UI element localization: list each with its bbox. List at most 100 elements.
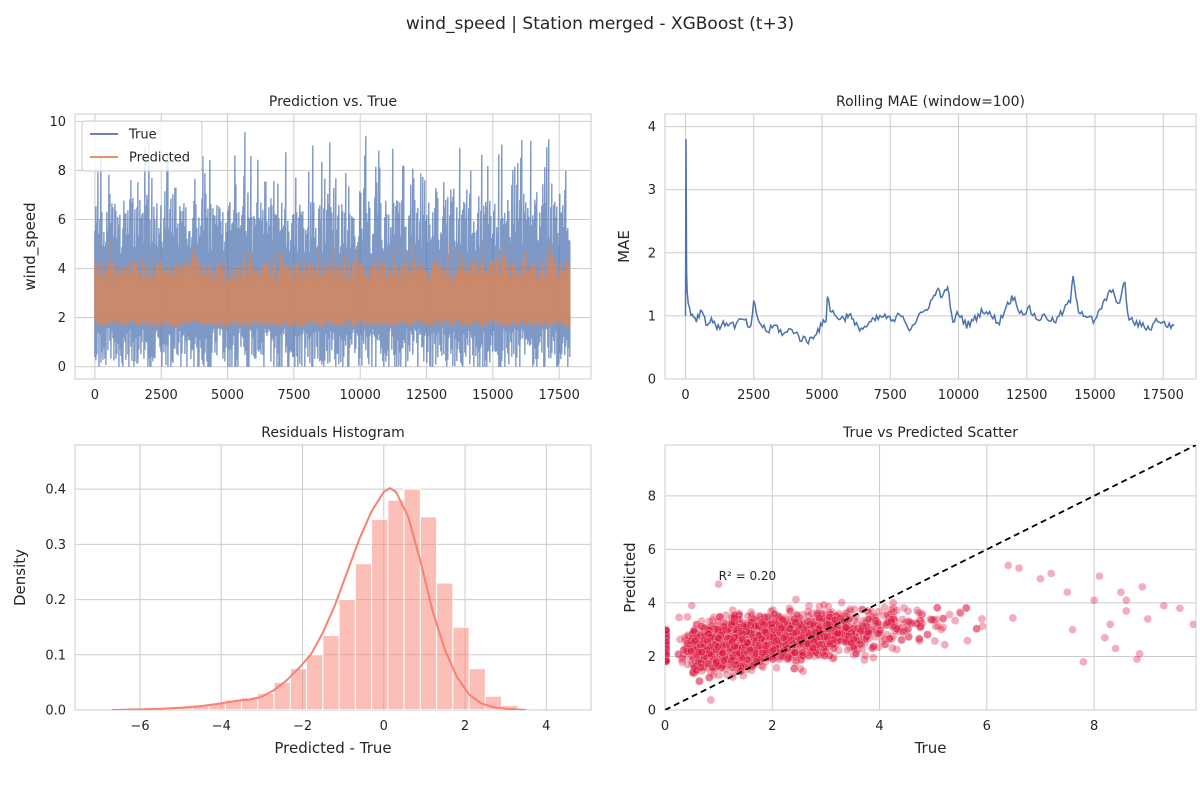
y-axis-label: MAE	[615, 230, 633, 263]
scatter-point	[791, 618, 800, 627]
scatter-point-outlier	[1143, 614, 1152, 624]
x-tick-label: −4	[212, 719, 231, 734]
scatter-point	[732, 612, 741, 621]
series-predicted-line	[94, 239, 571, 328]
scatter-point	[911, 618, 920, 627]
scatter-point	[697, 648, 706, 657]
panel-hist: −6 −4 −2 0 2 4 0.0 0.1 0.2 0.3 0.4 Residuals Histog…	[11, 425, 592, 757]
scatter-point	[888, 643, 897, 653]
scatter-point	[696, 663, 705, 672]
scatter-point	[796, 655, 806, 664]
plot-content-hist	[111, 487, 535, 710]
histogram-bar	[452, 626, 470, 710]
histogram-bar	[403, 488, 421, 710]
x-tick-label: 4	[875, 719, 883, 734]
scatter-point-outlier	[1122, 596, 1131, 605]
scatter-point	[914, 608, 924, 617]
scatter-point-outlier	[1138, 582, 1147, 592]
y-tick-label: 0	[648, 373, 656, 388]
r-squared-annotation: R² = 0.20	[719, 569, 777, 583]
scatter-point-outlier	[687, 601, 697, 610]
scatter-point	[937, 625, 946, 634]
x-tick-label: 0	[380, 719, 388, 734]
panel-scatter: 0 2 4 6 8 0 2 4 6 8 True vs Predicted Scatter True P…	[621, 425, 1197, 757]
scatter-point	[772, 635, 781, 645]
scatter-point-outlier	[1014, 563, 1024, 573]
scatter-point-outlier	[1004, 561, 1013, 570]
scatter-point	[873, 618, 883, 628]
scatter-point	[785, 607, 795, 616]
y-tick-label: 6	[648, 543, 656, 558]
plot-content-pred	[94, 132, 571, 367]
y-axis-label: Density	[11, 549, 29, 606]
scatter-point	[758, 662, 768, 672]
scatter-point	[746, 646, 755, 655]
scatter-point	[856, 626, 865, 635]
scatter-point	[665, 625, 671, 635]
scatter-point-outlier	[1111, 644, 1120, 653]
scatter-point	[933, 603, 942, 612]
y-tick-label: 0.4	[45, 483, 66, 498]
scatter-point-outlier	[1046, 569, 1056, 578]
scatter-point	[869, 653, 878, 662]
scatter-point	[885, 634, 894, 643]
scatter-point-outlier	[1036, 574, 1045, 584]
y-tick-label: 4	[58, 262, 66, 277]
y-tick-label: 0.0	[45, 704, 66, 719]
scatter-point	[730, 613, 739, 622]
scatter-point	[1008, 613, 1018, 623]
y-tick-label: 0.2	[45, 593, 66, 608]
y-tick-label: 0	[648, 704, 656, 719]
legend-label-true: True	[128, 128, 157, 143]
histogram-bar	[387, 499, 405, 710]
x-tick-label: 0	[91, 388, 99, 403]
scatter-point	[930, 636, 939, 646]
x-tick-label: 8	[1090, 719, 1098, 734]
x-tick-label: 7500	[277, 388, 310, 403]
scatter-point	[940, 640, 949, 649]
scatter-point-outlier	[1063, 588, 1072, 597]
scatter-point	[705, 617, 714, 626]
y-tick-label: 4	[648, 596, 656, 611]
scatter-point	[705, 673, 714, 682]
x-tick-label: 10000	[938, 388, 979, 403]
plot-area-mae	[664, 113, 1197, 380]
legend: True Predicted	[81, 120, 203, 172]
scatter-point	[874, 628, 884, 638]
scatter-point	[972, 624, 981, 633]
histogram-bar	[306, 654, 324, 710]
scatter-point	[766, 607, 776, 616]
scatter-point	[899, 603, 909, 613]
scatter-point-outlier	[1079, 657, 1088, 667]
series-rolling-mae-line	[684, 139, 1175, 346]
scatter-point	[828, 654, 838, 663]
scatter-point	[867, 607, 876, 616]
x-tick-label: 10000	[340, 388, 381, 403]
scatter-point	[713, 642, 723, 651]
scatter-point	[931, 622, 940, 631]
scatter-point	[829, 644, 838, 653]
scatter-point	[790, 648, 800, 657]
x-tick-label: 2	[768, 719, 776, 734]
scatter-point	[904, 632, 913, 641]
x-tick-label: 12500	[1006, 388, 1047, 403]
scatter-point	[892, 606, 901, 615]
scatter-point	[950, 616, 960, 625]
scatter-point	[897, 635, 906, 645]
scatter-point	[772, 663, 781, 672]
plot-area-scatter	[664, 444, 1197, 711]
scatter-point	[705, 642, 715, 651]
scatter-point	[963, 636, 972, 645]
y-tick-label: 2	[648, 246, 656, 261]
scatter-point	[803, 617, 812, 626]
y-tick-label: 6	[58, 213, 66, 228]
x-tick-label: 5000	[805, 388, 838, 403]
scatter-point	[741, 622, 751, 632]
scatter-point	[847, 638, 856, 647]
histogram-bar	[273, 681, 291, 710]
scatter-point-outlier	[1159, 601, 1169, 610]
scatter-point	[892, 645, 901, 654]
scatter-point	[718, 649, 727, 658]
x-axis-label: True	[914, 739, 947, 757]
